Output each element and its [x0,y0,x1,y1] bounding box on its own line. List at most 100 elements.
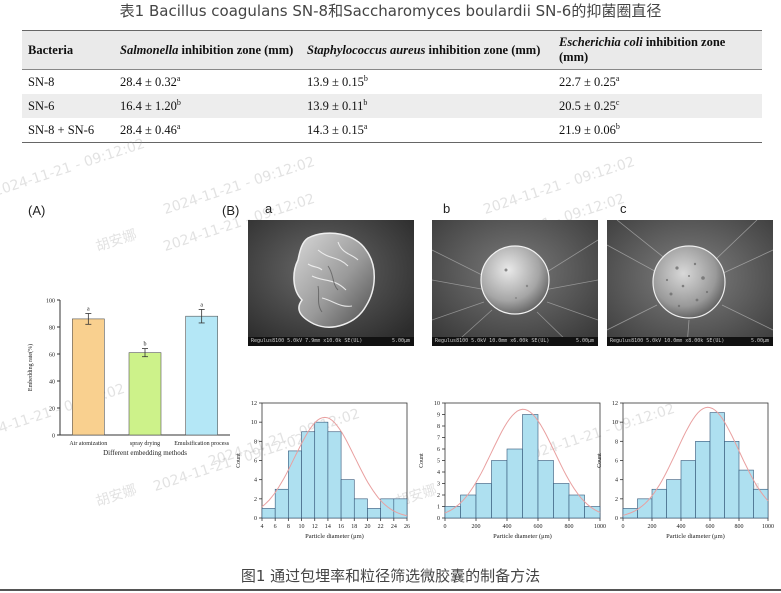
table-header-row: Bacteria Salmonella inhibition zone (mm)… [22,30,762,70]
sem-image-a: Regulus8100 5.0kV 7.9mm x10.0k SE(UL) 5.0… [248,220,414,346]
significance-letter: b [363,98,368,108]
table-cell: 13.9 ± 0.15b [301,70,553,95]
histogram-bar [353,498,368,519]
histogram-bar [288,450,302,519]
sem-scale-c: 5.00μm [750,338,769,344]
y-tick-label: 1 [437,505,440,511]
header-staph-species: Staphylococcus aureus [307,42,426,57]
cell-value: SN-8 [28,74,55,89]
cell-value: 21.9 ± 0.06 [559,123,616,138]
histogram-bar [537,460,554,519]
histogram-bar [460,494,477,519]
table-cell: 13.9 ± 0.11b [301,94,553,119]
sem-image-b-drawing [432,220,598,346]
histogram-bar [522,414,539,519]
histogram-bar [491,460,508,519]
sem-scale-b: 5.00μm [575,338,594,344]
y-tick-label: 2 [437,493,440,499]
y-tick-label: 8 [254,439,257,445]
x-axis-label: Particle diameter (μm) [305,533,364,540]
y-tick-label: 80 [49,326,55,332]
x-tick-label: Emulsification process [174,440,229,447]
y-tick-label: 10 [434,401,440,407]
y-tick-label: 100 [46,299,55,305]
bar [185,315,218,436]
table-cell: 22.7 ± 0.25a [553,70,762,95]
table-cell: 20.5 ± 0.25c [553,94,762,119]
x-tick-label: Air atomization [69,441,107,447]
sem-info-bar-a: Regulus8100 5.0kV 7.9mm x10.0k SE(UL) 5.0… [248,337,414,346]
header-bacteria: Bacteria [22,30,114,70]
table-cell: 21.9 ± 0.06b [553,118,762,144]
y-tick-label: 2 [254,497,257,503]
sem-info-c: Regulus8100 5.0kV 10.0mm x8.00k SE(UL) [610,338,725,344]
histogram-bar [695,441,711,519]
y-tick-label: 4 [437,470,440,476]
fit-curve [444,408,601,514]
histogram-bar [380,498,395,519]
histogram-bar [724,441,740,519]
x-tick-label: 200 [472,524,481,530]
histogram-bar [753,488,769,519]
y-tick-label: 8 [615,439,618,445]
histogram-bar [261,508,276,519]
histogram-bar [314,421,329,519]
header-staphylococcus: Staphylococcus aureus inhibition zone (m… [301,30,553,70]
significance-letter: a [87,307,90,313]
header-staph-unit: inhibition zone (mm) [425,42,541,57]
x-tick-label: 8 [287,524,290,530]
y-tick-label: 4 [254,478,257,484]
y-tick-label: 6 [615,459,618,465]
histogram-bar [738,469,754,519]
significance-letter: a [176,122,181,132]
table-body: SN-8 28.4 ± 0.32a 13.9 ± 0.15b 22.7 ± 0.25a… [22,70,762,144]
histogram-particle-b: 0 1 2 3 4 5 6 7 8 9 10 0 200 400 600 800 1000 Particle di… [419,401,606,540]
header-salmonella-unit: inhibition zone (mm) [178,42,294,57]
y-tick-label: 0 [437,516,440,522]
significance-letter: b [144,342,147,348]
histogram-bar [327,431,342,519]
x-tick-label: 0 [444,524,447,530]
x-axis-label: Different embedding methods [103,449,187,457]
x-tick-label: 10 [299,524,305,530]
cell-value: 28.4 ± 0.46 [120,123,177,138]
figure-caption: 图1 通过包埋率和粒径筛选微胶囊的制备方法 [240,567,541,585]
fit-curve [261,416,408,517]
y-axis-label: Embedding rate(%) [27,344,34,391]
cell-value: 13.9 ± 0.15 [307,75,364,90]
header-salmonella-species: Salmonella [120,42,179,57]
x-tick-label: 400 [503,524,512,530]
histogram-bar [709,412,725,519]
y-tick-label: 10 [612,420,618,426]
x-tick-label: 400 [677,524,686,530]
header-salmonella: Salmonella inhibition zone (mm) [114,30,301,70]
histogram-bar [274,488,289,519]
histogram-bar [340,479,355,519]
y-tick-label: 6 [254,459,257,465]
table-cell: 28.4 ± 0.32a [114,70,301,95]
panel-label-b-main: (B) [222,203,240,218]
x-tick-label: 14 [325,524,331,530]
significance-letter: a [176,74,181,83]
significance-letter: b [615,122,620,132]
y-tick-label: 12 [612,401,618,407]
header-ecoli-species: Escherichia coli [559,35,643,49]
table-cell: SN-8 [22,70,114,95]
table-cell: SN-8 + SN-6 [22,118,114,144]
panel-label-sub-b: b [443,201,451,216]
panel-label-sub-a: a [265,201,273,216]
significance-letter: b [176,98,181,108]
header-ecoli: Escherichia coli inhibition zone (mm) [553,30,762,70]
x-tick-label: 800 [565,524,574,530]
y-tick-label: 7 [437,436,440,442]
x-axis-label: Particle diameter (μm) [666,533,725,540]
x-axis-label: Particle diameter (μm) [493,533,552,540]
histogram-bar [666,479,682,519]
table-cell: SN-6 [22,94,114,119]
watermark: 胡安娜 [93,481,139,511]
histogram-particle-c: 0 2 4 6 8 10 12 0 200 400 600 800 1000 Particle diame… [597,401,774,540]
table-row: SN-6 16.4 ± 1.20b 13.9 ± 0.11b 20.5 ± 0.25c [22,94,762,119]
x-tick-label: 0 [622,524,625,530]
table-cell: 28.4 ± 0.46a [114,118,301,144]
x-tick-label: 600 [534,524,543,530]
